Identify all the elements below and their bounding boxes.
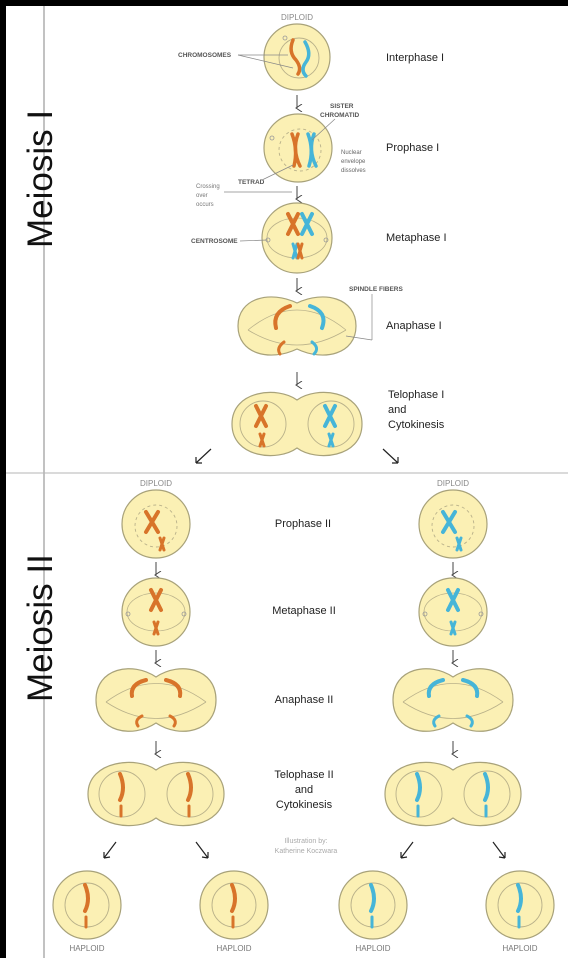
nuclear-label-3: dissolves (341, 168, 366, 174)
sister-label-1: SISTER (330, 103, 354, 110)
meiosis-2-title: Meiosis II (21, 554, 60, 702)
telophase-1-cell (231, 391, 363, 457)
anaphase-2-cell-right (392, 668, 514, 732)
telophase-2-label-2: and (295, 784, 313, 796)
interphase-1-label: Interphase I (386, 52, 444, 64)
crossing-label-3: occurs (196, 202, 214, 208)
crossing-label-2: over (196, 193, 208, 199)
split-arrow-right (382, 448, 399, 464)
final-arrow-1 (103, 841, 117, 859)
haploid-cell-4 (485, 870, 555, 940)
chromosomes-label: CHROMOSOMES (178, 52, 232, 59)
nuclear-label-2: envelope (341, 159, 366, 165)
metaphase-2-label: Metaphase II (272, 605, 336, 617)
haploid-label-4: HAPLOID (502, 944, 537, 953)
telophase-2-label-1: Telophase II (274, 769, 333, 781)
prophase-2-cell-left (121, 489, 191, 559)
diploid-label-right: DIPLOID (437, 479, 469, 488)
meiosis-1-title: Meiosis I (21, 110, 60, 248)
prophase-2-cell-right (418, 489, 488, 559)
haploid-cell-3 (338, 870, 408, 940)
credit-line-2: Katherine Koczwara (275, 848, 338, 855)
crossing-label-1: Crossing (196, 184, 220, 190)
haploid-label-2: HAPLOID (216, 944, 251, 953)
sister-label-2: CHROMATID (320, 112, 360, 119)
telophase-2-cell-right (384, 761, 522, 827)
telophase-1-label-2: and (388, 404, 406, 416)
diploid-label-top: DIPLOID (281, 13, 313, 22)
credit-line-1: Illustration by: (284, 838, 327, 845)
metaphase-2-cell-left (121, 577, 191, 647)
telophase-1-label-1: Telophase I (388, 389, 444, 401)
split-arrow-left (195, 448, 212, 464)
nuclear-label-1: Nuclear (341, 150, 362, 156)
final-arrow-4 (492, 841, 506, 859)
metaphase-1-label: Metaphase I (386, 232, 447, 244)
telophase-2-cell-left (87, 761, 225, 827)
metaphase-1-cell (261, 202, 333, 274)
haploid-cell-1 (52, 870, 122, 940)
final-arrow-3 (400, 841, 414, 859)
haploid-label-1: HAPLOID (69, 944, 104, 953)
telophase-1-label-3: Cytokinesis (388, 419, 445, 431)
diploid-label-left: DIPLOID (140, 479, 172, 488)
final-arrow-2 (195, 841, 209, 859)
anaphase-2-cell-left (95, 668, 217, 732)
haploid-label-3: HAPLOID (355, 944, 390, 953)
prophase-1-label: Prophase I (386, 142, 439, 154)
haploid-cell-2 (199, 870, 269, 940)
metaphase-2-cell-right (418, 577, 488, 647)
anaphase-1-label: Anaphase I (386, 320, 442, 332)
interphase-cell (263, 23, 331, 91)
anaphase-2-label: Anaphase II (275, 694, 334, 706)
tetrad-label: TETRAD (238, 179, 265, 186)
anaphase-1-cell (237, 296, 357, 356)
centrosome-label: CENTROSOME (191, 238, 238, 245)
prophase-2-label: Prophase II (275, 518, 331, 530)
telophase-2-label-3: Cytokinesis (276, 799, 333, 811)
spindle-label: SPINDLE FIBERS (349, 286, 403, 293)
prophase-1-cell (263, 113, 333, 183)
